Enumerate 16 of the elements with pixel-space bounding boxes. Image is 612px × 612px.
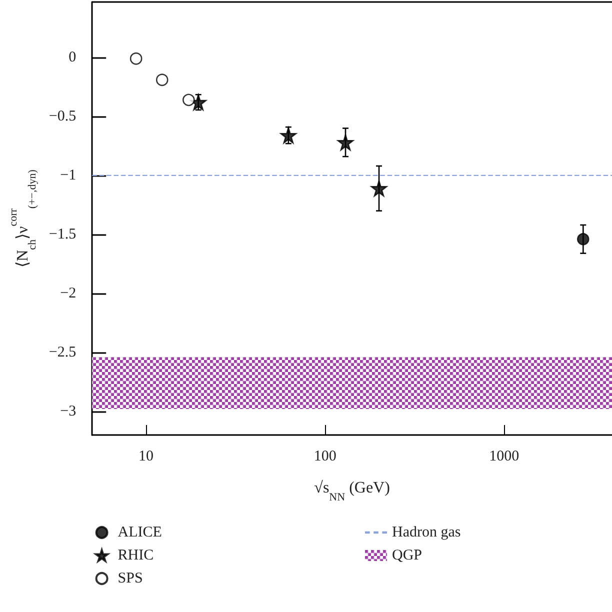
y-tick-label: −3 [60, 403, 76, 420]
y-tick-label: −0.5 [48, 108, 76, 124]
y-tick-label: −1.5 [48, 226, 76, 242]
y-tick-label: 0 [68, 49, 76, 66]
y-tick-label: −1 [60, 167, 76, 184]
y-axis-title: ⟨Nch⟩νcorr(+−,dyn) [8, 169, 38, 268]
legend-label: QGP [392, 548, 422, 564]
y-tick-label: −2 [60, 285, 76, 302]
y-tick-label: −2.5 [48, 344, 76, 360]
x-tick-label: 100 [314, 448, 336, 464]
legend-label: RHIC [118, 548, 154, 564]
x-tick-label: 1000 [489, 448, 520, 464]
legend-label: ALICE [118, 524, 162, 540]
x-tick-label: 10 [138, 448, 154, 464]
legend-label: Hadron gas [392, 524, 461, 540]
legend-label: SPS [118, 570, 143, 586]
